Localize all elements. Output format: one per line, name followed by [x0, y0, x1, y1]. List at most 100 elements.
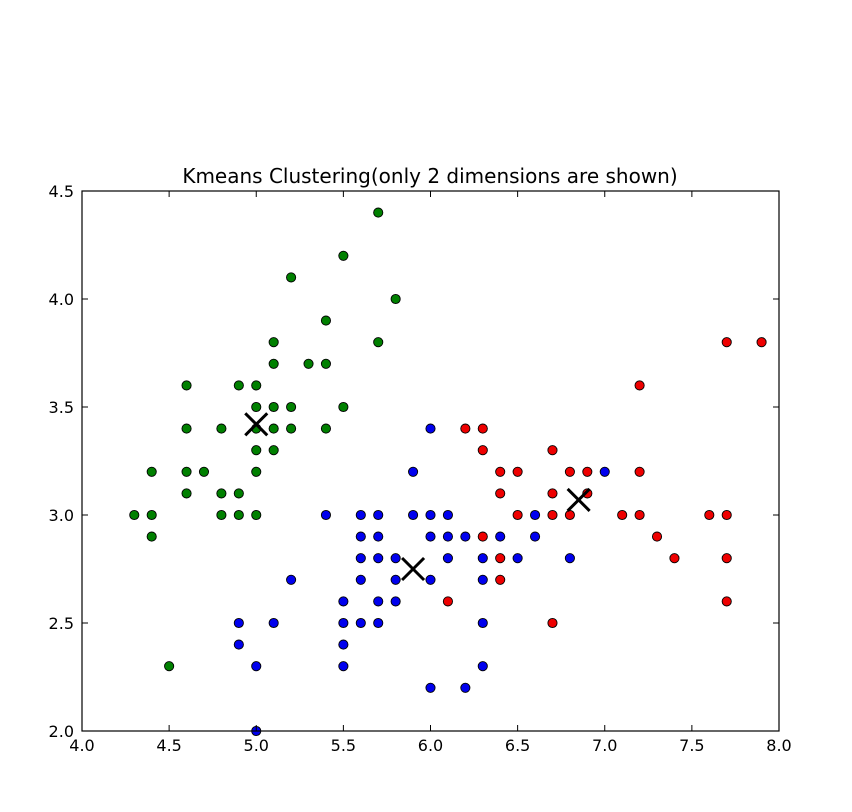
scatter-point	[286, 574, 297, 585]
scatter-point	[233, 509, 244, 521]
scatter-point	[355, 531, 366, 542]
scatter-point	[390, 596, 401, 607]
scatter-point	[338, 250, 349, 261]
scatter-point	[355, 574, 366, 585]
scatter-point	[303, 358, 314, 369]
scatter-point	[338, 639, 349, 650]
scatter-point	[530, 509, 541, 521]
scatter-point	[721, 337, 732, 348]
scatter-point	[251, 445, 262, 456]
y-tick-label: 2.5	[49, 614, 74, 633]
y-tick-label: 3.5	[49, 398, 74, 417]
scatter-point	[512, 553, 523, 564]
scatter-point	[721, 553, 732, 564]
scatter-point	[181, 466, 192, 477]
scatter-point	[373, 596, 384, 607]
scatter-point	[338, 401, 349, 413]
scatter-point	[268, 617, 279, 629]
y-tick-label: 2.0	[49, 722, 74, 741]
scatter-point	[320, 358, 332, 369]
scatter-point	[233, 617, 244, 629]
scatter-point	[582, 466, 593, 477]
scatter-point	[442, 553, 453, 564]
scatter-point	[547, 445, 558, 456]
scatter-point	[164, 661, 175, 672]
scatter-point	[477, 531, 488, 542]
scatter-point	[373, 337, 384, 348]
scatter-point	[477, 423, 488, 434]
x-tick-label: 7.0	[592, 736, 617, 755]
scatter-point	[460, 423, 471, 434]
scatter-point	[216, 509, 227, 521]
centroid-marker	[566, 487, 591, 512]
scatter-point	[564, 553, 575, 564]
scatter-point	[251, 661, 262, 672]
scatter-point	[268, 445, 279, 456]
scatter-point	[564, 466, 575, 477]
scatter-point	[355, 509, 366, 521]
scatter-point	[373, 531, 384, 542]
scatter-point	[320, 423, 332, 434]
scatter-point	[564, 509, 575, 521]
scatter-point	[477, 574, 488, 585]
scatter-point	[146, 466, 157, 477]
scatter-point	[495, 574, 506, 585]
scatter-point	[477, 445, 488, 456]
scatter-point	[425, 509, 436, 521]
scatter-point	[268, 401, 279, 413]
scatter-point	[408, 466, 419, 477]
y-tick-label: 3.0	[49, 506, 74, 525]
x-tick-label: 4.0	[69, 736, 94, 755]
scatter-point	[634, 509, 645, 521]
x-tick-label: 5.0	[244, 736, 269, 755]
scatter-point	[146, 509, 157, 521]
scatter-point	[634, 380, 645, 391]
scatter-point	[530, 531, 541, 542]
chart-title: Kmeans Clustering(only 2 dimensions are …	[182, 164, 677, 188]
scatter-point	[198, 466, 210, 477]
axes-layer: 4.0 4.5 5.0 5.5 6.0 6.5 7.0 7.5 8.0 2.0 2.5 3.0 3.5 4…	[49, 182, 792, 755]
scatter-point	[233, 380, 244, 391]
scatter-point	[251, 509, 262, 521]
scatter-point	[338, 661, 349, 672]
scatter-point	[477, 617, 488, 629]
scatter-point	[251, 380, 262, 391]
scatter-point	[390, 553, 401, 564]
scatter-point	[582, 488, 593, 499]
scatter-point	[373, 509, 384, 521]
scatter-point	[547, 509, 558, 521]
scatter-point	[390, 293, 401, 305]
scatter-point	[721, 509, 732, 521]
scatter-point	[286, 401, 297, 413]
scatter-point	[181, 423, 192, 434]
scatter-point	[373, 207, 384, 218]
scatter-point	[373, 553, 384, 564]
y-tick-label: 4.0	[49, 290, 74, 309]
scatter-point	[512, 466, 523, 477]
scatter-point	[704, 509, 715, 521]
scatter-point	[355, 553, 366, 564]
scatter-point	[547, 617, 558, 629]
scatter-point	[251, 401, 262, 413]
x-tick-label: 6.0	[418, 736, 443, 755]
scatter-point	[338, 617, 349, 629]
centroid-marker	[401, 556, 426, 582]
scatter-point	[442, 596, 453, 607]
centroids-layer	[244, 412, 591, 582]
scatter-point	[251, 466, 262, 477]
scatter-point	[181, 380, 192, 391]
scatter-point	[181, 488, 192, 499]
scatter-point	[634, 466, 645, 477]
x-tick-label: 7.5	[679, 736, 704, 755]
x-tick-label: 5.5	[331, 736, 356, 755]
scatter-point	[721, 596, 732, 607]
scatter-point	[320, 315, 332, 326]
scatter-point	[442, 509, 453, 521]
scatter-point	[442, 531, 453, 542]
scatter-point	[355, 617, 366, 629]
scatter-point	[373, 617, 384, 629]
scatter-point	[268, 423, 279, 434]
scatter-point	[286, 272, 297, 283]
scatter-point	[477, 553, 488, 564]
